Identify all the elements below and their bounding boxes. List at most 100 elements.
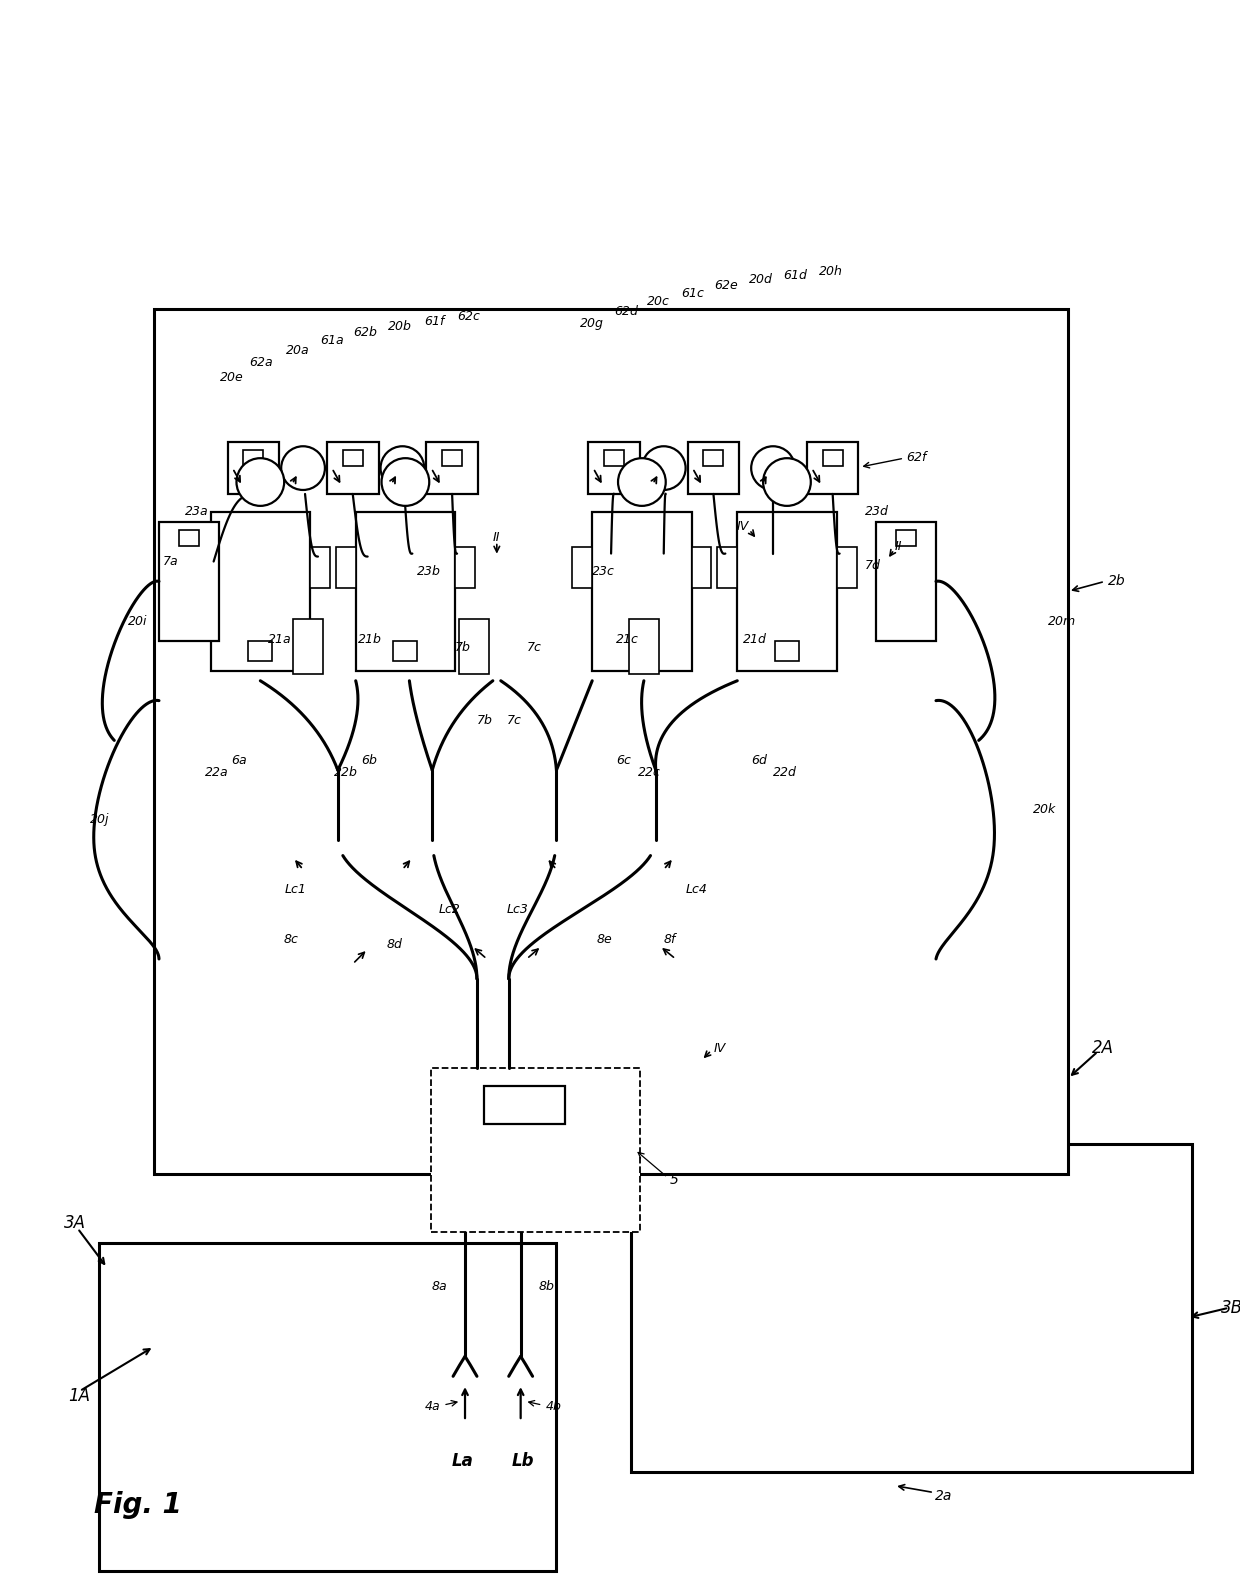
Text: IV: IV [713,1042,725,1055]
Text: 20k: 20k [1033,803,1056,817]
Bar [604,450,624,466]
Text: 20g: 20g [580,316,604,329]
Text: II: II [894,539,901,554]
Text: 6a: 6a [231,753,247,766]
Text: Lb: Lb [511,1452,534,1470]
Bar [443,450,463,466]
Circle shape [618,458,666,506]
Text: 20b: 20b [388,319,412,332]
Text: 62c: 62c [458,310,480,322]
Text: 7b: 7b [477,713,492,728]
Bar [159,522,218,642]
Text: 20c: 20c [647,295,670,308]
Text: 62d: 62d [614,305,637,318]
Text: 62b: 62b [353,327,378,340]
Text: 4a: 4a [424,1400,440,1412]
Text: 62e: 62e [714,279,738,292]
Bar [629,619,658,674]
Bar [293,619,322,674]
Bar [703,450,723,466]
Text: 4b: 4b [546,1400,562,1412]
Text: 7d: 7d [864,559,880,571]
Circle shape [237,458,284,506]
Text: 22a: 22a [205,766,228,779]
Bar [211,512,310,670]
Text: 7a: 7a [164,555,179,568]
Bar [775,642,799,661]
Bar [432,1068,640,1232]
Text: 8f: 8f [663,932,676,945]
Bar [179,530,198,546]
Text: 22d: 22d [773,766,797,779]
Text: 61d: 61d [782,268,807,282]
Text: 21b: 21b [357,632,382,645]
Text: 2a: 2a [935,1489,952,1502]
Bar [877,522,936,642]
Text: 23b: 23b [418,565,441,578]
Text: 6d: 6d [751,753,768,766]
Bar [837,546,857,589]
Text: 62f: 62f [906,450,926,464]
Text: Lc1: Lc1 [284,883,306,895]
Text: 3B: 3B [1221,1299,1240,1317]
Bar [593,512,692,670]
Bar [455,546,475,589]
Text: 61f: 61f [424,314,444,327]
Text: 7c: 7c [507,713,522,728]
Bar [327,442,378,493]
Text: 22c: 22c [637,766,661,779]
Bar [692,546,712,589]
Text: 8b: 8b [538,1280,554,1293]
Text: 6c: 6c [616,753,631,766]
Bar [228,442,279,493]
Text: 22b: 22b [334,766,357,779]
Bar [342,450,362,466]
Text: 6b: 6b [362,753,377,766]
Text: 61a: 61a [320,335,343,348]
Bar [310,546,330,589]
Text: 20e: 20e [219,372,243,385]
Text: 3A: 3A [63,1215,86,1232]
Text: 2b: 2b [1107,575,1126,589]
Text: 8a: 8a [432,1280,448,1293]
Text: 23d: 23d [864,506,888,519]
Text: 23c: 23c [593,565,615,578]
Text: 2A: 2A [1092,1039,1114,1058]
Text: Lc4: Lc4 [686,883,708,895]
Text: IV: IV [737,520,749,533]
Bar [631,1144,1193,1472]
Bar [718,546,738,589]
Bar [738,512,837,670]
Text: 20h: 20h [818,265,843,278]
Bar [191,546,211,589]
Bar [356,512,455,670]
Text: 20j: 20j [89,814,109,827]
Text: 20i: 20i [128,614,148,627]
Bar [154,310,1068,1173]
Bar [822,450,843,466]
Bar [573,546,593,589]
Bar [588,442,640,493]
Bar [630,642,653,661]
Text: 1A: 1A [68,1387,91,1404]
Text: 23a: 23a [185,506,208,519]
Bar [688,442,739,493]
Circle shape [763,458,811,506]
Text: 5: 5 [670,1173,678,1186]
Text: 20m: 20m [1048,614,1076,627]
Bar [807,442,858,493]
Circle shape [281,447,325,490]
Text: 8d: 8d [387,937,403,951]
Circle shape [751,447,795,490]
Text: 8e: 8e [596,932,611,945]
Text: 20a: 20a [286,345,310,358]
Text: Lc3: Lc3 [507,903,528,916]
Text: 21d: 21d [743,632,768,645]
Bar [243,450,263,466]
Text: 20d: 20d [749,273,773,286]
Bar [393,642,418,661]
Bar [248,642,273,661]
Text: 7c: 7c [527,642,542,654]
Text: La: La [453,1452,474,1470]
Text: 61c: 61c [681,287,704,300]
